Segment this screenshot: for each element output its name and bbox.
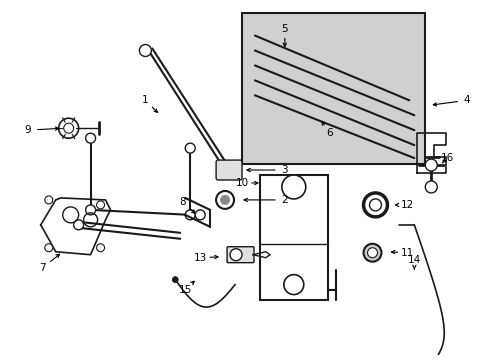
- Circle shape: [363, 244, 381, 262]
- Text: 7: 7: [40, 263, 46, 273]
- Circle shape: [367, 248, 377, 258]
- Text: 10: 10: [235, 178, 248, 188]
- Bar: [260, 175, 327, 300]
- Text: 6: 6: [325, 128, 332, 138]
- Circle shape: [85, 205, 95, 215]
- Circle shape: [195, 210, 205, 220]
- Text: 1: 1: [142, 95, 148, 105]
- Circle shape: [74, 220, 83, 230]
- Text: 5: 5: [281, 24, 287, 33]
- Circle shape: [185, 143, 195, 153]
- Circle shape: [281, 175, 305, 199]
- Circle shape: [172, 276, 178, 283]
- Circle shape: [283, 275, 303, 294]
- Circle shape: [229, 249, 242, 261]
- Text: 3: 3: [281, 165, 287, 175]
- Circle shape: [220, 163, 229, 173]
- Circle shape: [185, 210, 195, 220]
- FancyBboxPatch shape: [226, 247, 253, 263]
- Text: 9: 9: [24, 125, 31, 135]
- Circle shape: [139, 45, 151, 57]
- Circle shape: [96, 201, 104, 209]
- Text: 4: 4: [463, 95, 469, 105]
- Circle shape: [216, 191, 234, 209]
- Circle shape: [425, 159, 436, 171]
- Text: 12: 12: [400, 200, 413, 210]
- Circle shape: [96, 244, 104, 252]
- Text: 11: 11: [400, 248, 413, 258]
- Circle shape: [45, 196, 53, 204]
- Circle shape: [85, 133, 95, 143]
- Circle shape: [45, 244, 53, 252]
- Circle shape: [363, 193, 386, 217]
- Circle shape: [425, 181, 436, 193]
- Circle shape: [59, 118, 79, 138]
- Text: 16: 16: [440, 153, 453, 163]
- Bar: [242, 13, 425, 164]
- FancyBboxPatch shape: [216, 160, 242, 180]
- Text: 2: 2: [281, 195, 287, 205]
- Text: 14: 14: [407, 255, 420, 265]
- Text: 8: 8: [179, 197, 185, 207]
- Circle shape: [220, 195, 229, 205]
- Text: 13: 13: [193, 253, 206, 263]
- Text: 15: 15: [178, 284, 191, 294]
